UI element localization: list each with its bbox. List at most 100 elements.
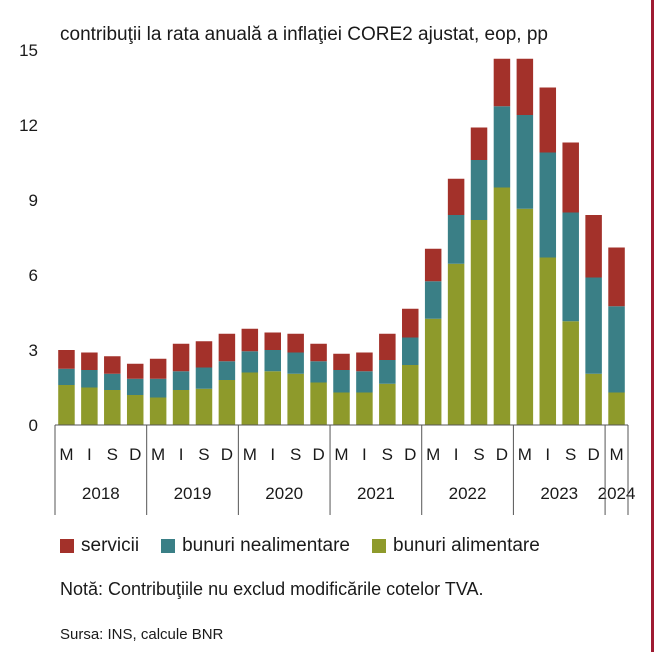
bar-segment-bunuri-alimentare: [310, 382, 327, 425]
bar-segment-bunuri-nealimentare: [539, 152, 557, 258]
x-year-label: 2020: [265, 484, 303, 503]
x-tick-label: I: [179, 445, 184, 464]
x-tick-label: M: [518, 445, 532, 464]
bar-segment-bunuri-alimentare: [149, 397, 167, 425]
bar-segment-bunuri-alimentare: [608, 392, 625, 425]
x-year-label: 2018: [82, 484, 120, 503]
bar-segment-servicii: [81, 352, 98, 370]
bar-segment-bunuri-nealimentare: [608, 306, 625, 393]
bar-segment-bunuri-alimentare: [81, 387, 98, 425]
bar-segment-servicii: [470, 127, 488, 160]
bar-segment-bunuri-alimentare: [218, 380, 236, 425]
bar-segment-bunuri-nealimentare: [402, 337, 419, 365]
x-tick-label: M: [609, 445, 623, 464]
bar-segment-bunuri-alimentare: [264, 371, 281, 425]
x-tick-label: S: [290, 445, 301, 464]
bar-segment-bunuri-nealimentare: [58, 368, 75, 385]
bar-segment-servicii: [241, 328, 259, 352]
y-tick-label: 3: [29, 341, 38, 360]
bar-segment-bunuri-alimentare: [447, 263, 465, 425]
x-tick-label: I: [545, 445, 550, 464]
bar-segment-bunuri-nealimentare: [104, 373, 121, 390]
legend-label-bunuri-alimentare: bunuri alimentare: [393, 535, 540, 556]
legend-swatch-servicii: [60, 539, 74, 553]
bar-segment-bunuri-alimentare: [424, 318, 442, 425]
x-tick-label: S: [198, 445, 209, 464]
chart-source: Sursa: INS, calcule BNR: [60, 626, 224, 643]
bar-segment-bunuri-alimentare: [172, 390, 190, 425]
legend-swatch-bunuri-alimentare: [372, 539, 387, 553]
bar-segment-servicii: [516, 58, 534, 115]
x-tick-label: D: [312, 445, 324, 464]
bar-segment-servicii: [126, 363, 144, 379]
bar-segment-bunuri-nealimentare: [241, 351, 259, 373]
x-tick-label: M: [59, 445, 73, 464]
legend-swatch-bunuri-nealimentare: [161, 539, 176, 553]
x-tick-label: S: [565, 445, 576, 464]
x-tick-label: D: [221, 445, 233, 464]
bar-segment-bunuri-alimentare: [195, 388, 213, 425]
bar-segment-bunuri-alimentare: [126, 395, 144, 425]
frame-border: [651, 0, 654, 652]
bar-segment-servicii: [447, 178, 465, 215]
x-tick-label: I: [362, 445, 367, 464]
bar-segment-bunuri-alimentare: [356, 392, 373, 425]
bar-segment-bunuri-alimentare: [470, 220, 488, 425]
bar-segment-bunuri-nealimentare: [264, 350, 281, 372]
inflation-contributions-chart: contribuţii la rata anuală a inflaţiei C…: [19, 24, 635, 515]
legend-item-servicii: servicii: [60, 535, 139, 557]
legend-label-servicii: servicii: [81, 535, 140, 556]
bar-segment-bunuri-alimentare: [402, 365, 419, 425]
x-tick-label: S: [382, 445, 393, 464]
bar-segment-servicii: [195, 341, 213, 368]
chart-note: Notă: Contribuţiile nu exclud modificări…: [60, 579, 484, 599]
bars-group: [58, 58, 625, 425]
bar-segment-bunuri-nealimentare: [516, 115, 534, 209]
bar-segment-bunuri-nealimentare: [172, 371, 190, 390]
bar-segment-bunuri-nealimentare: [333, 370, 350, 393]
bar-segment-servicii: [172, 343, 190, 372]
bar-segment-bunuri-nealimentare: [585, 277, 602, 374]
bar-segment-bunuri-nealimentare: [356, 371, 373, 393]
bar-segment-servicii: [379, 333, 396, 360]
bar-segment-servicii: [585, 215, 602, 278]
y-axis: 0 3 6 9 12 15: [19, 41, 38, 435]
bar-segment-bunuri-nealimentare: [310, 361, 327, 383]
x-year-label: 2023: [540, 484, 578, 503]
y-tick-label: 6: [29, 266, 38, 285]
bar-segment-bunuri-nealimentare: [149, 378, 167, 398]
y-tick-label: 15: [19, 41, 38, 60]
bar-segment-servicii: [218, 333, 236, 362]
x-tick-label: M: [243, 445, 257, 464]
legend-label-bunuri-nealimentare: bunuri nealimentare: [182, 535, 351, 556]
x-tick-label: I: [87, 445, 92, 464]
bar-segment-bunuri-alimentare: [562, 321, 579, 425]
bar-segment-servicii: [402, 308, 419, 338]
bar-segment-servicii: [58, 350, 75, 369]
bar-segment-servicii: [539, 87, 557, 153]
bar-segment-bunuri-alimentare: [104, 390, 121, 425]
bar-segment-bunuri-alimentare: [379, 383, 396, 425]
x-tick-label: I: [454, 445, 459, 464]
x-tick-label: S: [107, 445, 118, 464]
x-year-label: 2019: [174, 484, 212, 503]
bar-segment-servicii: [356, 352, 373, 372]
bar-segment-bunuri-nealimentare: [447, 215, 465, 264]
y-tick-label: 9: [29, 191, 38, 210]
bar-segment-servicii: [562, 142, 579, 213]
bar-segment-bunuri-nealimentare: [195, 367, 213, 389]
x-tick-label: D: [496, 445, 508, 464]
bar-segment-servicii: [333, 353, 350, 370]
bar-segment-bunuri-alimentare: [333, 392, 350, 425]
bar-segment-servicii: [287, 333, 304, 353]
bar-segment-bunuri-nealimentare: [81, 370, 98, 388]
bar-segment-bunuri-nealimentare: [470, 160, 488, 220]
x-tick-label: M: [426, 445, 440, 464]
bar-segment-servicii: [493, 58, 511, 107]
bar-segment-servicii: [264, 332, 281, 350]
chart-title: contribuţii la rata anuală a inflaţiei C…: [60, 24, 548, 45]
x-year-label: 2021: [357, 484, 395, 503]
y-tick-label: 0: [29, 416, 38, 435]
x-tick-label: M: [334, 445, 348, 464]
